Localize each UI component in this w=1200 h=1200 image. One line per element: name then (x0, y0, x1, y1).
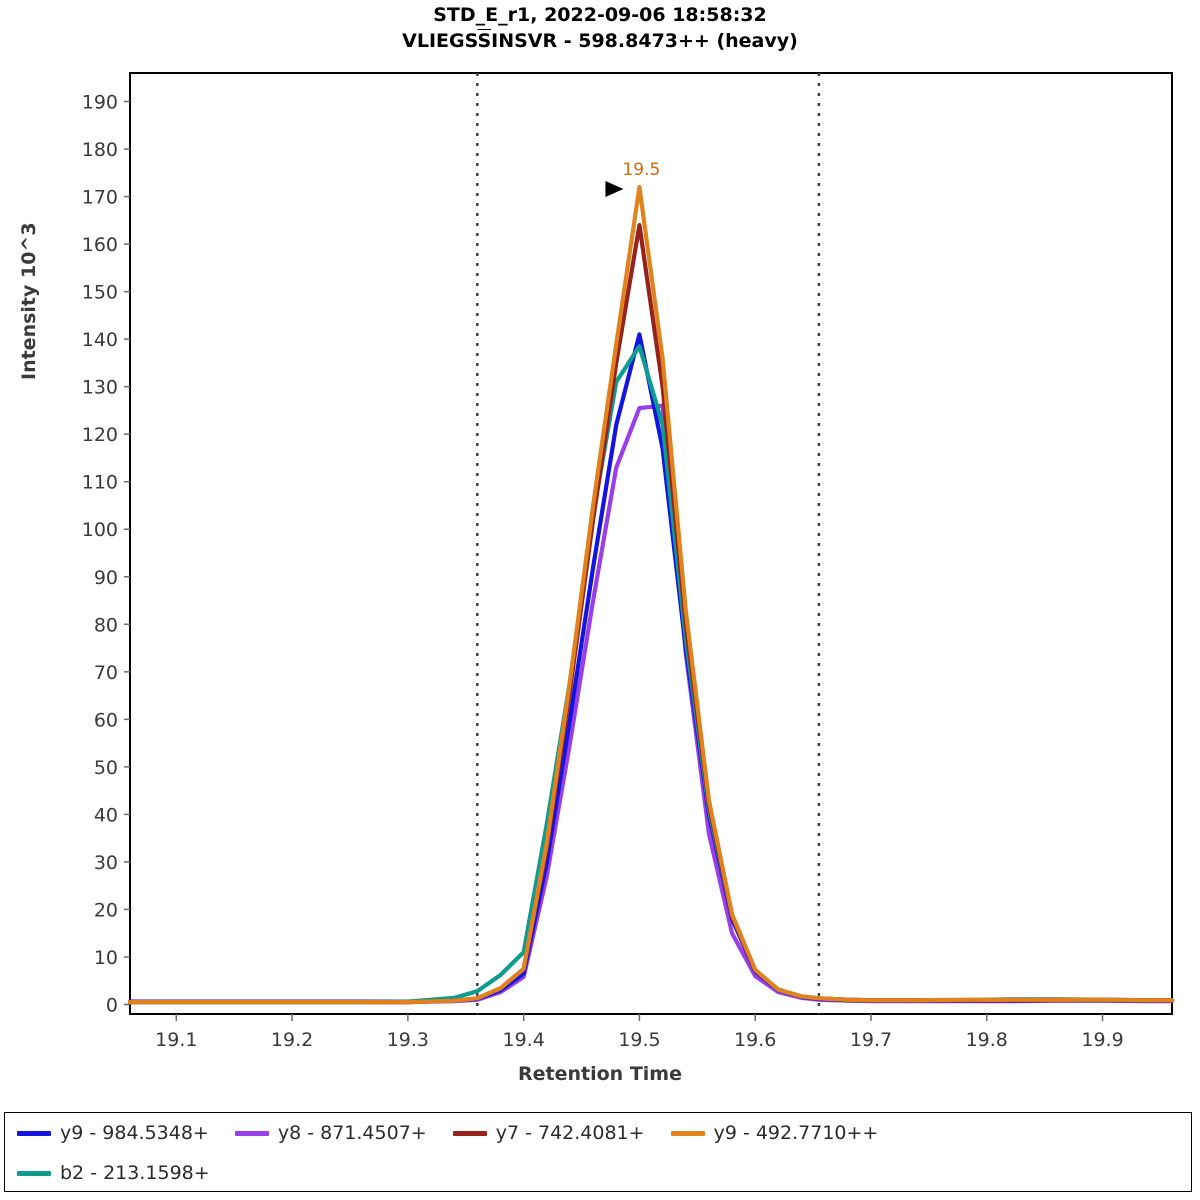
y-tick-label: 10 (94, 947, 118, 969)
y-tick-label: 170 (82, 187, 118, 209)
peak-annotation-label: 19.5 (622, 160, 660, 180)
peptide-heavy-residue-1: S (477, 30, 492, 52)
chart-title: STD_E_r1, 2022-09-06 18:58:32 VLIEGSSINS… (0, 2, 1200, 54)
x-tick-label: 19.4 (502, 1029, 544, 1051)
legend-label: y7 - 742.4081+ (495, 1122, 645, 1144)
title-line-timestamp: STD_E_r1, 2022-09-06 18:58:32 (433, 4, 767, 26)
y-tick-label: 130 (82, 377, 118, 399)
legend-label: y9 - 984.5348+ (60, 1122, 209, 1144)
y-tick-label: 60 (94, 709, 118, 731)
retention-time-marker-icon (605, 181, 624, 198)
legend-item[interactable]: y8 - 871.4507+ (234, 1122, 427, 1144)
x-axis-label: Retention Time (518, 1063, 682, 1085)
chromatogram-trace (127, 332, 1175, 1004)
x-tick-label: 19.7 (850, 1029, 892, 1051)
y-tick-label: 150 (82, 282, 118, 304)
y-tick-label: 100 (82, 519, 118, 541)
y-tick-label: 90 (94, 567, 118, 589)
legend-label: y9 - 492.7710++ (713, 1122, 879, 1144)
y-tick-label: 40 (94, 804, 118, 826)
y-tick-label: 110 (82, 472, 118, 494)
y-tick-label: 180 (82, 139, 118, 161)
x-tick-label: 19.6 (734, 1029, 776, 1051)
legend-item[interactable]: y9 - 492.7710++ (670, 1122, 879, 1144)
chromatogram-trace (127, 344, 1175, 1005)
x-tick-label: 19.1 (155, 1029, 197, 1051)
legend-color-swatch (670, 1130, 705, 1136)
y-tick-label: 120 (82, 424, 118, 446)
legend-row-2: b2 - 213.1598+ (5, 1153, 1191, 1193)
chromatogram-trace (127, 222, 1175, 1005)
legend-color-swatch (17, 1170, 51, 1176)
chart-canvas: 0 10 20 30 40 50 60 70 80 90 100 110 120 130 140 150 160… (82, 72, 1175, 1051)
legend-label: y8 - 871.4507+ (277, 1122, 427, 1144)
chromatogram-trace (127, 403, 1175, 1005)
title-line-peptide: VLIEGSSINSVR - 598.8473++ (heavy) (0, 28, 1200, 54)
y-tick-label: 80 (94, 614, 118, 636)
x-tick-label: 19.9 (1081, 1029, 1123, 1051)
legend-item[interactable]: y9 - 984.5348+ (17, 1122, 209, 1144)
y-tick-label: 30 (94, 852, 118, 874)
legend-label: b2 - 213.1598+ (60, 1162, 210, 1184)
legend: y9 - 984.5348+ y8 - 871.4507+ y7 - 742.408… (4, 1112, 1192, 1192)
legend-color-swatch (452, 1130, 487, 1136)
y-tick-label: 50 (94, 757, 118, 779)
legend-color-swatch (17, 1130, 51, 1136)
peptide-pre: VLIEGS (402, 30, 478, 52)
legend-row-1: y9 - 984.5348+ y8 - 871.4507+ y7 - 742.408… (5, 1113, 1191, 1153)
plot-frame (129, 72, 1173, 1015)
x-tick-label: 19.3 (387, 1029, 429, 1051)
y-tick-label: 0 (106, 994, 118, 1016)
x-tick-label: 19.5 (618, 1029, 660, 1051)
y-tick-label: 190 (82, 92, 118, 114)
y-tick-label: 140 (82, 329, 118, 351)
y-tick-label: 70 (94, 662, 118, 684)
legend-item[interactable]: b2 - 213.1598+ (17, 1162, 210, 1184)
y-tick-label: 20 (94, 899, 118, 921)
y-axis-label: Intensity 10^3 (18, 222, 40, 380)
peptide-mid: IN (491, 30, 515, 52)
legend-item[interactable]: y7 - 742.4081+ (452, 1122, 645, 1144)
peptide-post: SVR - 598.8473++ (heavy) (514, 30, 798, 52)
y-tick-label: 160 (82, 234, 118, 256)
legend-color-swatch (234, 1130, 269, 1136)
x-tick-label: 19.8 (966, 1029, 1008, 1051)
x-tick-label: 19.2 (271, 1029, 313, 1051)
chromatogram-trace (127, 184, 1175, 1005)
